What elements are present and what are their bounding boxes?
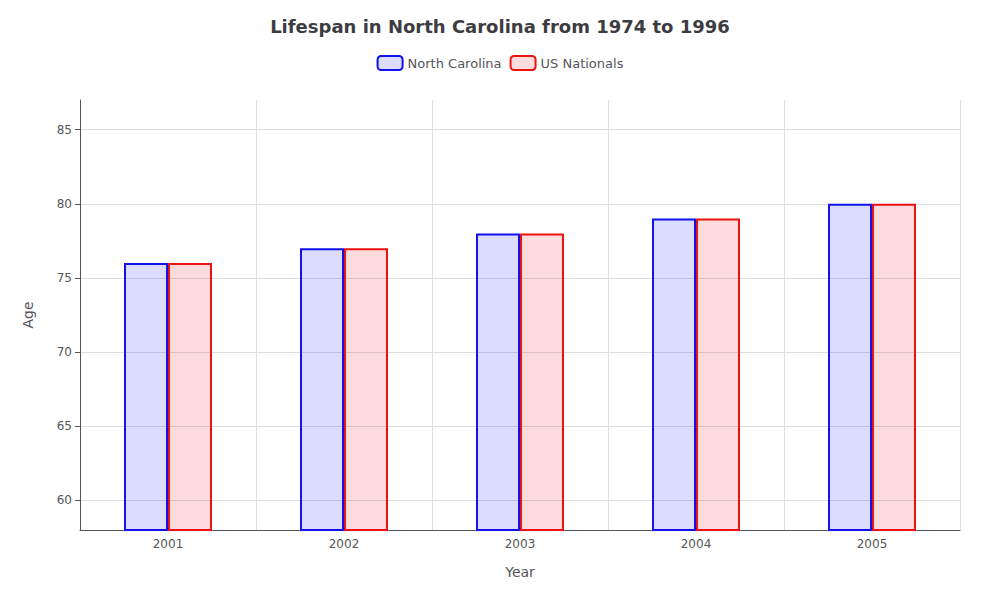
- svg-text:75: 75: [57, 271, 72, 285]
- svg-text:Age: Age: [20, 301, 36, 328]
- svg-text:2005: 2005: [857, 537, 888, 551]
- svg-text:US Nationals: US Nationals: [541, 56, 624, 71]
- svg-text:Lifespan in North Carolina fro: Lifespan in North Carolina from 1974 to …: [270, 16, 730, 37]
- svg-text:Year: Year: [504, 564, 535, 580]
- svg-text:North Carolina: North Carolina: [408, 56, 502, 71]
- svg-text:2004: 2004: [681, 537, 712, 551]
- svg-text:85: 85: [57, 123, 72, 137]
- svg-text:2003: 2003: [505, 537, 536, 551]
- svg-text:70: 70: [57, 345, 72, 359]
- svg-text:60: 60: [57, 493, 72, 507]
- svg-text:2002: 2002: [329, 537, 360, 551]
- svg-text:80: 80: [57, 197, 72, 211]
- svg-text:65: 65: [57, 419, 72, 433]
- svg-text:2001: 2001: [153, 537, 184, 551]
